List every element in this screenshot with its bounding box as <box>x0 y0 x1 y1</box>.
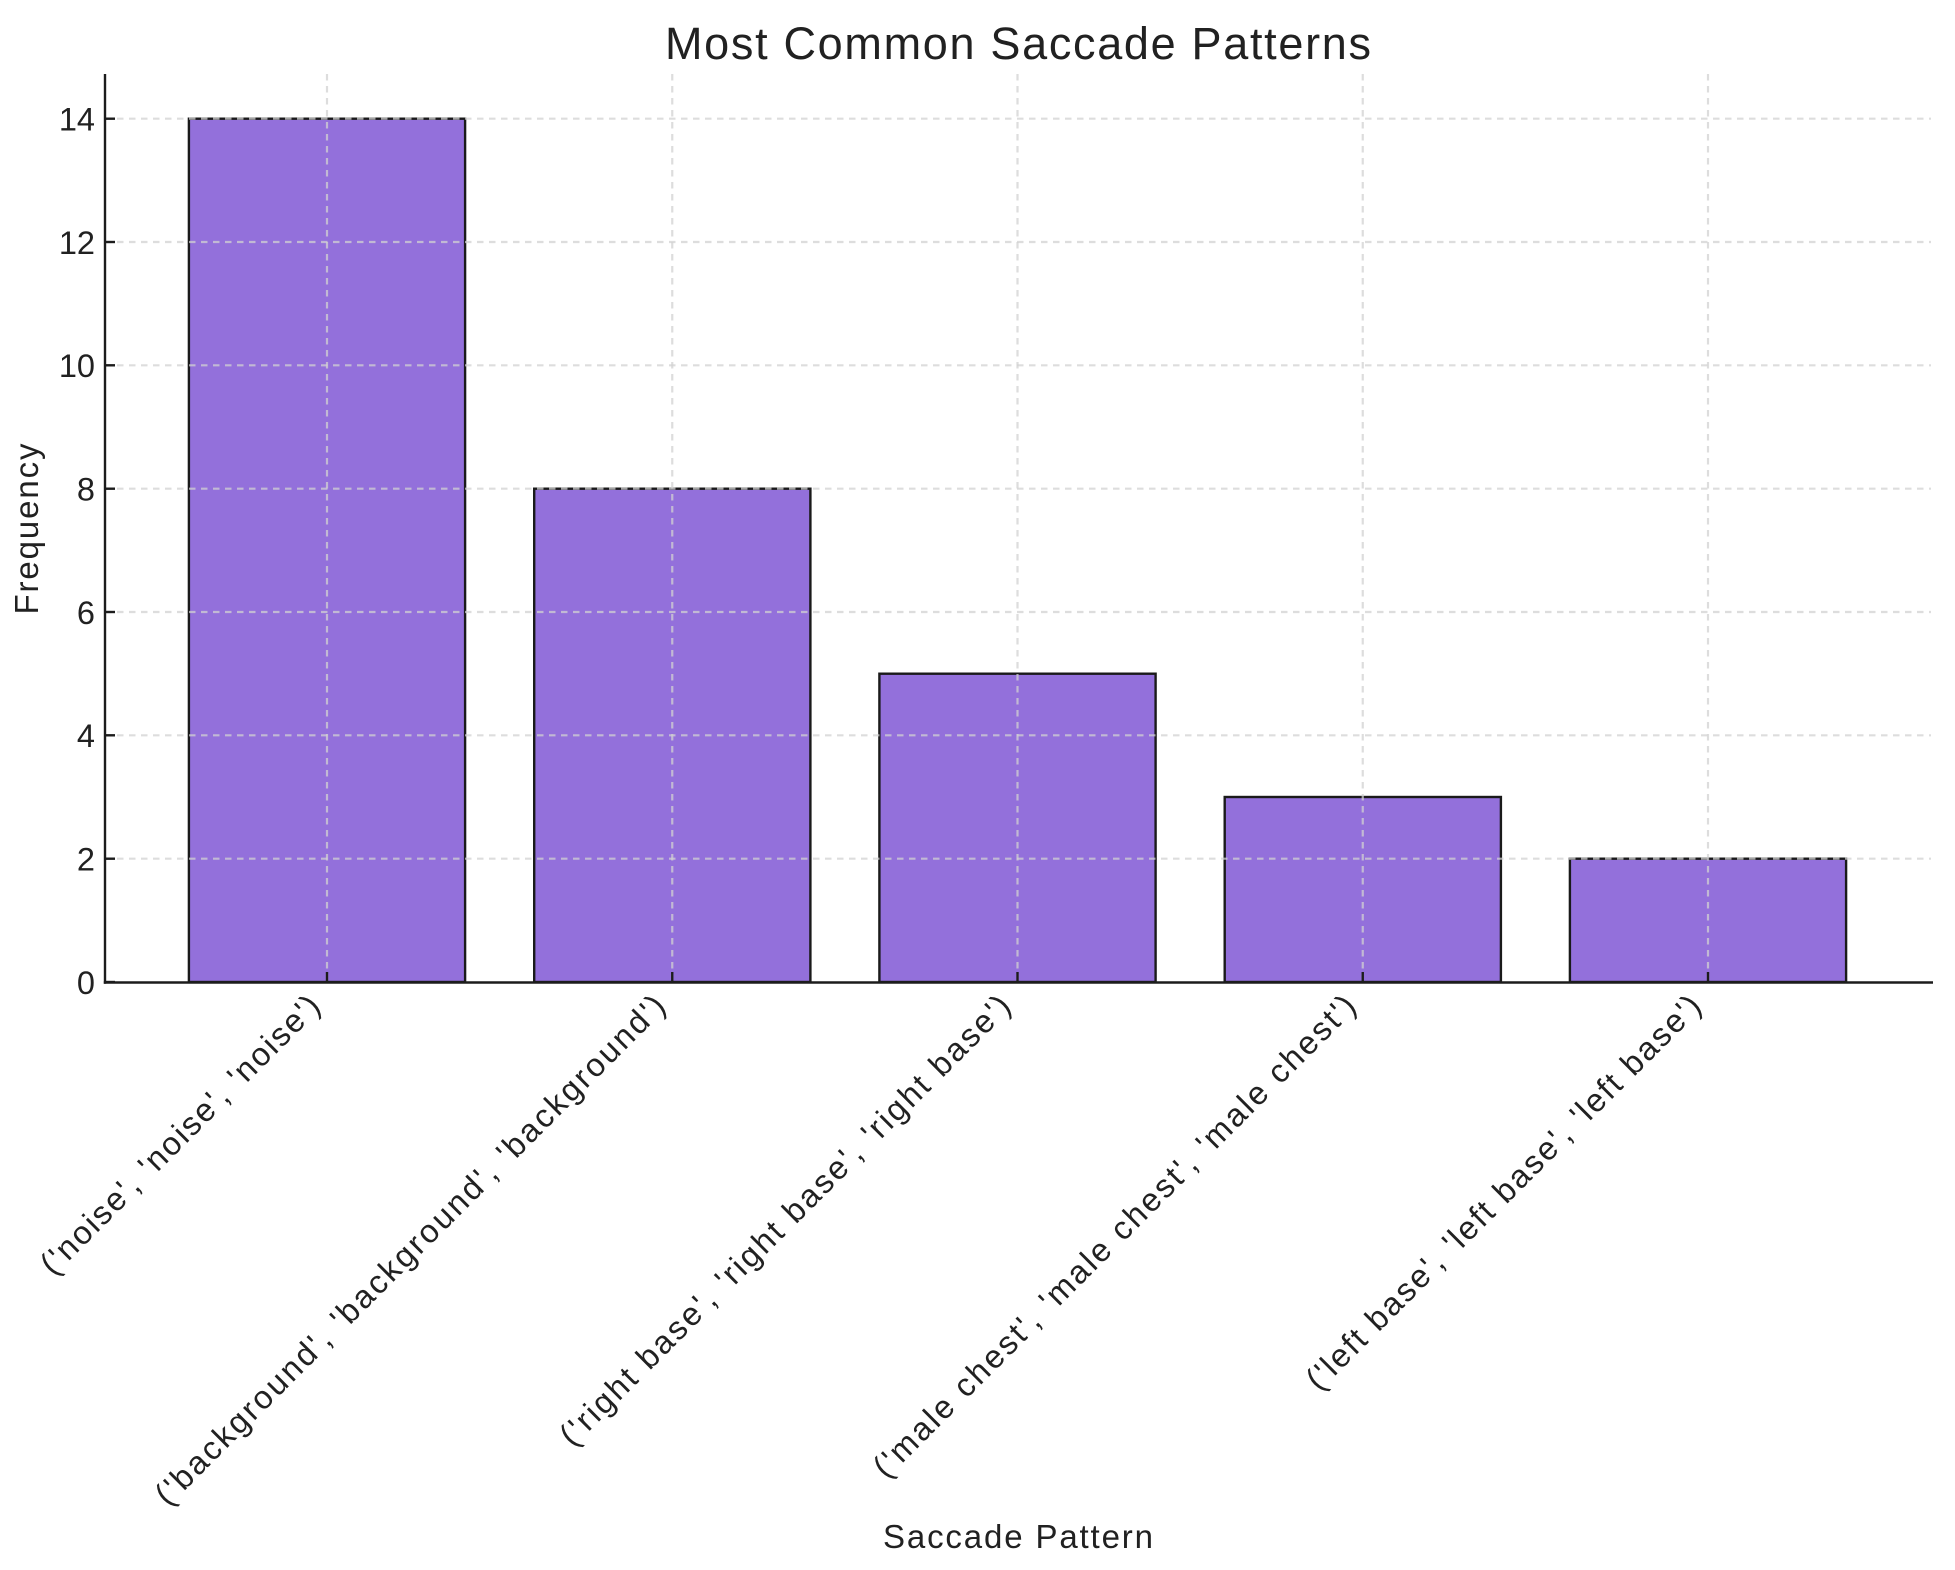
svg-text:14: 14 <box>59 102 95 138</box>
svg-text:0: 0 <box>77 965 95 1001</box>
svg-text:2: 2 <box>77 842 95 878</box>
svg-text:12: 12 <box>59 225 95 261</box>
svg-text:6: 6 <box>77 595 95 631</box>
svg-text:Most Common Saccade Patterns: Most Common Saccade Patterns <box>665 18 1371 69</box>
svg-text:4: 4 <box>77 718 95 754</box>
svg-text:Saccade Pattern: Saccade Pattern <box>883 1518 1153 1555</box>
svg-text:8: 8 <box>77 472 95 508</box>
svg-text:10: 10 <box>59 348 95 384</box>
svg-text:Frequency: Frequency <box>8 443 45 615</box>
